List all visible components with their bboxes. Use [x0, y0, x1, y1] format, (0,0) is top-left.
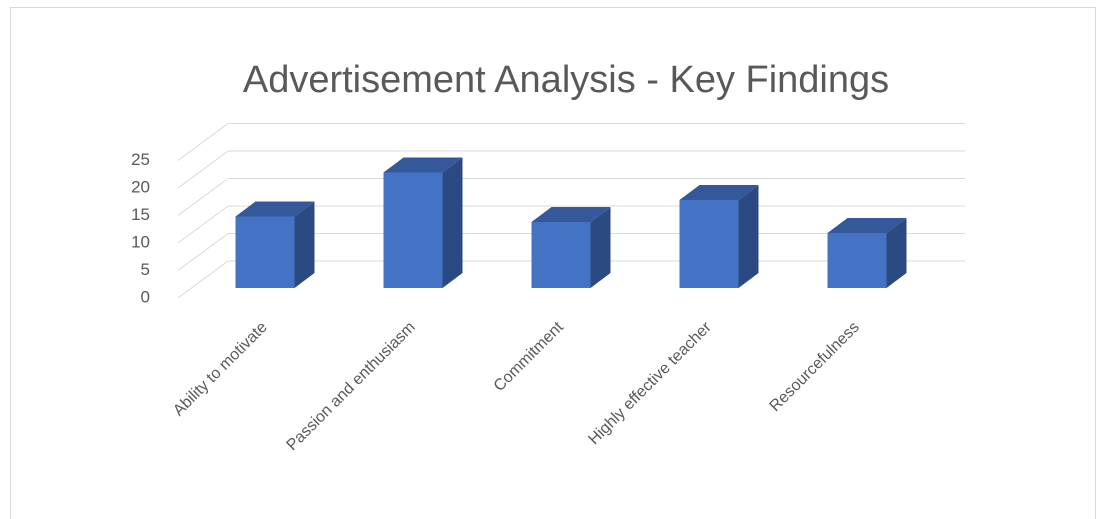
bar-front	[235, 216, 295, 288]
bar-side	[590, 207, 611, 288]
bar-side	[442, 157, 463, 288]
bar	[531, 207, 611, 288]
grid-line	[177, 205, 229, 244]
y-tick-label: 15	[131, 205, 150, 224]
bar-front	[383, 172, 443, 288]
bar-front	[679, 200, 739, 288]
grid-line	[177, 150, 229, 189]
y-tick-label: 10	[131, 232, 150, 251]
bar-side	[294, 201, 315, 288]
grid-line	[177, 260, 229, 299]
x-tick-label: Commitment	[491, 318, 568, 395]
grid-line	[177, 178, 229, 216]
x-tick-label: Resourcefulness	[767, 319, 863, 415]
bar-front	[531, 222, 591, 288]
bar-side	[886, 218, 907, 288]
bar-top	[235, 201, 315, 217]
bar-top	[679, 185, 759, 200]
y-tick-label: 5	[141, 260, 150, 279]
chart-title: Advertisement Analysis - Key Findings	[243, 59, 889, 101]
x-tick-label: Ability to motivate	[170, 319, 271, 420]
x-tick-label: Passion and enthusiasm	[284, 319, 419, 454]
y-tick-label: 25	[131, 150, 150, 169]
bar-top	[827, 218, 907, 233]
grid-line	[177, 123, 229, 161]
bar	[679, 185, 759, 288]
bar	[827, 218, 907, 288]
grid-line	[177, 233, 229, 271]
bar	[383, 157, 463, 288]
y-tick-label: 0	[141, 287, 150, 306]
bar-side	[738, 185, 759, 288]
bar	[235, 201, 315, 288]
bar-top	[531, 207, 611, 222]
bar-top	[383, 157, 463, 173]
bar-front	[827, 233, 887, 288]
y-tick-label: 20	[131, 177, 150, 196]
x-tick-label: Highly effective teacher	[585, 318, 715, 448]
